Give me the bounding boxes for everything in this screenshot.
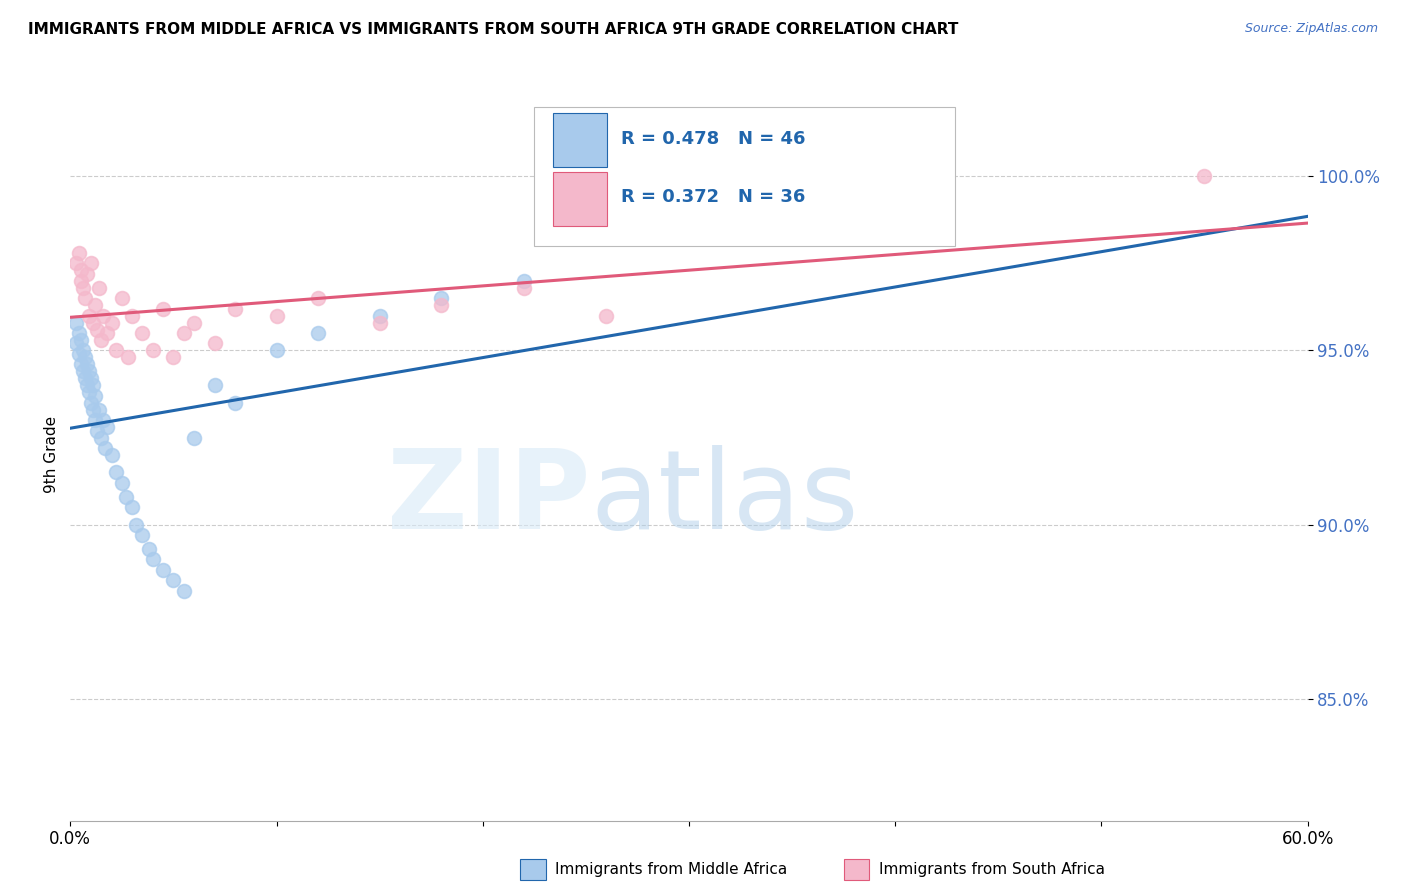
Point — [72, 364, 94, 378]
Point — [76, 267, 98, 281]
Point — [173, 326, 195, 340]
Text: R = 0.478   N = 46: R = 0.478 N = 46 — [621, 130, 806, 148]
Point — [368, 309, 391, 323]
Point — [513, 281, 536, 295]
Point — [430, 291, 453, 305]
Point — [96, 420, 118, 434]
Point — [84, 298, 107, 312]
Point — [77, 309, 100, 323]
Point — [76, 357, 98, 371]
Point — [84, 413, 107, 427]
Point — [368, 316, 391, 330]
Point — [69, 357, 91, 371]
Point — [82, 316, 104, 330]
Point — [307, 291, 329, 305]
Point — [86, 322, 108, 336]
Point — [307, 326, 329, 340]
Point — [94, 441, 117, 455]
Point — [152, 301, 174, 316]
Point — [111, 475, 134, 490]
Point — [513, 274, 536, 288]
Point — [80, 256, 103, 270]
Point — [595, 309, 617, 323]
Point — [121, 309, 143, 323]
Point — [77, 385, 100, 400]
Point — [142, 552, 165, 566]
Text: ZIP: ZIP — [387, 445, 591, 552]
Point — [131, 528, 153, 542]
FancyBboxPatch shape — [534, 108, 955, 246]
Point — [69, 333, 91, 347]
Point — [152, 563, 174, 577]
Point — [266, 343, 288, 358]
Point — [80, 371, 103, 385]
Point — [65, 336, 87, 351]
Point — [82, 402, 104, 417]
Point — [90, 430, 112, 444]
Point — [65, 316, 87, 330]
Point — [96, 326, 118, 340]
Point — [224, 301, 246, 316]
Text: atlas: atlas — [591, 445, 859, 552]
Text: IMMIGRANTS FROM MIDDLE AFRICA VS IMMIGRANTS FROM SOUTH AFRICA 9TH GRADE CORRELAT: IMMIGRANTS FROM MIDDLE AFRICA VS IMMIGRA… — [28, 22, 959, 37]
Point — [183, 430, 205, 444]
Point — [100, 316, 122, 330]
Point — [65, 256, 87, 270]
Point — [80, 395, 103, 409]
Point — [73, 291, 96, 305]
Point — [117, 351, 139, 365]
Point — [89, 402, 111, 417]
Point — [204, 378, 226, 392]
Point — [84, 389, 107, 403]
Point — [91, 309, 114, 323]
Point — [72, 281, 94, 295]
Point — [142, 343, 165, 358]
Point — [69, 263, 91, 277]
Point — [89, 281, 111, 295]
Text: R = 0.372   N = 36: R = 0.372 N = 36 — [621, 188, 806, 206]
Point — [69, 274, 91, 288]
Point — [115, 490, 138, 504]
Y-axis label: 9th Grade: 9th Grade — [44, 417, 59, 493]
Point — [162, 351, 184, 365]
Point — [77, 364, 100, 378]
Point — [266, 309, 288, 323]
Text: Immigrants from South Africa: Immigrants from South Africa — [879, 863, 1105, 877]
Point — [224, 395, 246, 409]
Point — [138, 541, 160, 556]
Point — [86, 424, 108, 438]
Text: Immigrants from Middle Africa: Immigrants from Middle Africa — [555, 863, 787, 877]
Point — [90, 333, 112, 347]
Point — [100, 448, 122, 462]
Point — [73, 351, 96, 365]
Text: Source: ZipAtlas.com: Source: ZipAtlas.com — [1244, 22, 1378, 36]
Point — [125, 517, 148, 532]
FancyBboxPatch shape — [553, 172, 607, 226]
Point — [72, 343, 94, 358]
FancyBboxPatch shape — [553, 113, 607, 168]
Point — [91, 413, 114, 427]
Point — [1194, 169, 1216, 184]
Point — [104, 466, 127, 480]
Point — [131, 326, 153, 340]
Point — [430, 298, 453, 312]
Point — [67, 326, 90, 340]
Point — [183, 316, 205, 330]
Point — [67, 246, 90, 260]
Point — [104, 343, 127, 358]
Point — [121, 500, 143, 515]
Point — [173, 583, 195, 598]
Point — [76, 378, 98, 392]
Point — [67, 347, 90, 361]
Point — [111, 291, 134, 305]
Point — [162, 574, 184, 588]
Point — [82, 378, 104, 392]
Point — [204, 336, 226, 351]
Point — [73, 371, 96, 385]
